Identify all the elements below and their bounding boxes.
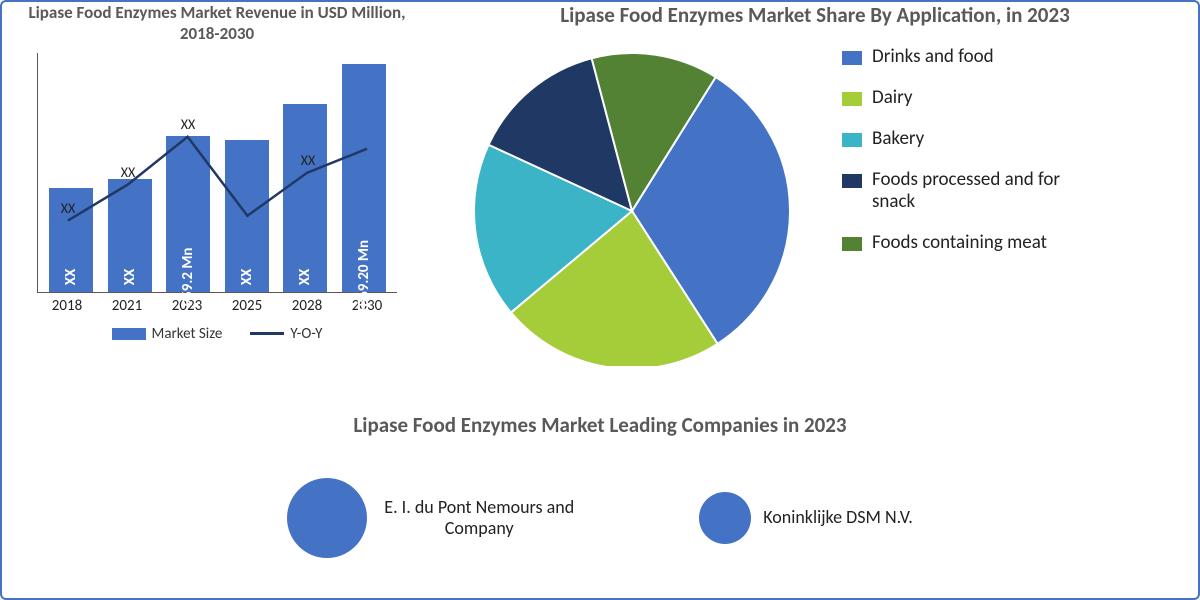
x-tick-label: 2021: [112, 297, 142, 315]
bar-2023: 959.2 Mn: [166, 136, 210, 292]
company-bubble: E. I. du Pont Nemours and Company: [287, 478, 579, 558]
x-tick-label: 2018: [52, 297, 82, 315]
legend-label: Foods processed and for snack: [872, 169, 1092, 215]
pie-legend-item: Bakery: [842, 128, 1092, 151]
yoy-point-label: XX: [301, 152, 316, 169]
legend-swatch: [842, 51, 862, 65]
bar-value-label: XX: [62, 268, 80, 285]
bar-2025: XX: [225, 140, 269, 291]
bar-2030: 1869.20 Mn: [342, 64, 386, 292]
bar-value-label: XX: [121, 268, 139, 285]
yoy-point-label: XX: [181, 116, 196, 133]
company-label: E. I. du Pont Nemours and Company: [379, 497, 579, 540]
bar-value-label: XX: [296, 268, 314, 285]
company-bubbles-row: E. I. du Pont Nemours and Company Koninkl…: [42, 463, 1158, 573]
bar-value-label: 1869.20 Mn: [355, 239, 373, 313]
leading-companies-panel: Lipase Food Enzymes Market Leading Compa…: [2, 402, 1198, 583]
legend-label: Drinks and food: [872, 46, 994, 69]
bar-chart-title: Lipase Food Enzymes Market Revenue in US…: [22, 2, 412, 45]
revenue-bar-chart-panel: Lipase Food Enzymes Market Revenue in US…: [2, 2, 432, 402]
legend-label: Dairy: [872, 87, 912, 110]
legend-swatch: [842, 133, 862, 147]
legend-label: Foods containing meat: [872, 232, 1047, 255]
legend-swatch: [842, 237, 862, 251]
pie-legend-item: Dairy: [842, 87, 1092, 110]
market-share-pie-panel: Lipase Food Enzymes Market Share By Appl…: [432, 2, 1198, 402]
companies-title: Lipase Food Enzymes Market Leading Compa…: [42, 412, 1158, 438]
bubble-circle-icon: [699, 492, 751, 544]
pie-legend-item: Foods processed and for snack: [842, 169, 1092, 215]
pie-chart-area: [442, 36, 822, 366]
bar-2021: XX: [108, 179, 152, 292]
x-tick-label: 2025: [232, 297, 262, 315]
yoy-point-label: XX: [61, 200, 76, 217]
bar-value-label: XX: [238, 268, 256, 285]
legend-swatch: [842, 92, 862, 106]
legend-yoy: Y-O-Y: [250, 325, 322, 343]
bar-x-axis: 201820212023202520282030: [37, 297, 397, 315]
company-label: Koninklijke DSM N.V.: [763, 507, 913, 529]
x-tick-label: 2028: [292, 297, 322, 315]
legend-label: Bakery: [872, 128, 924, 151]
legend-swatch: [842, 174, 862, 188]
bar-2028: XX: [283, 104, 327, 291]
legend-market-size: Market Size: [112, 325, 223, 343]
bubble-circle-icon: [287, 478, 367, 558]
bar-value-label: 959.2 Mn: [179, 247, 197, 306]
bar-chart-legend: Market Size Y-O-Y: [22, 325, 412, 343]
pie-legend-item: Foods containing meat: [842, 232, 1092, 255]
bar-chart-area: XX XX 959.2 Mn XX XX 1869.20 Mn XX XX XX XX: [37, 53, 397, 293]
pie-chart-legend: Drinks and food Dairy Bakery Foods processe…: [842, 36, 1092, 255]
pie-legend-item: Drinks and food: [842, 46, 1092, 69]
pie-chart-title: Lipase Food Enzymes Market Share By Appl…: [442, 2, 1188, 28]
yoy-point-label: XX: [121, 164, 136, 181]
company-bubble: Koninklijke DSM N.V.: [699, 492, 913, 544]
